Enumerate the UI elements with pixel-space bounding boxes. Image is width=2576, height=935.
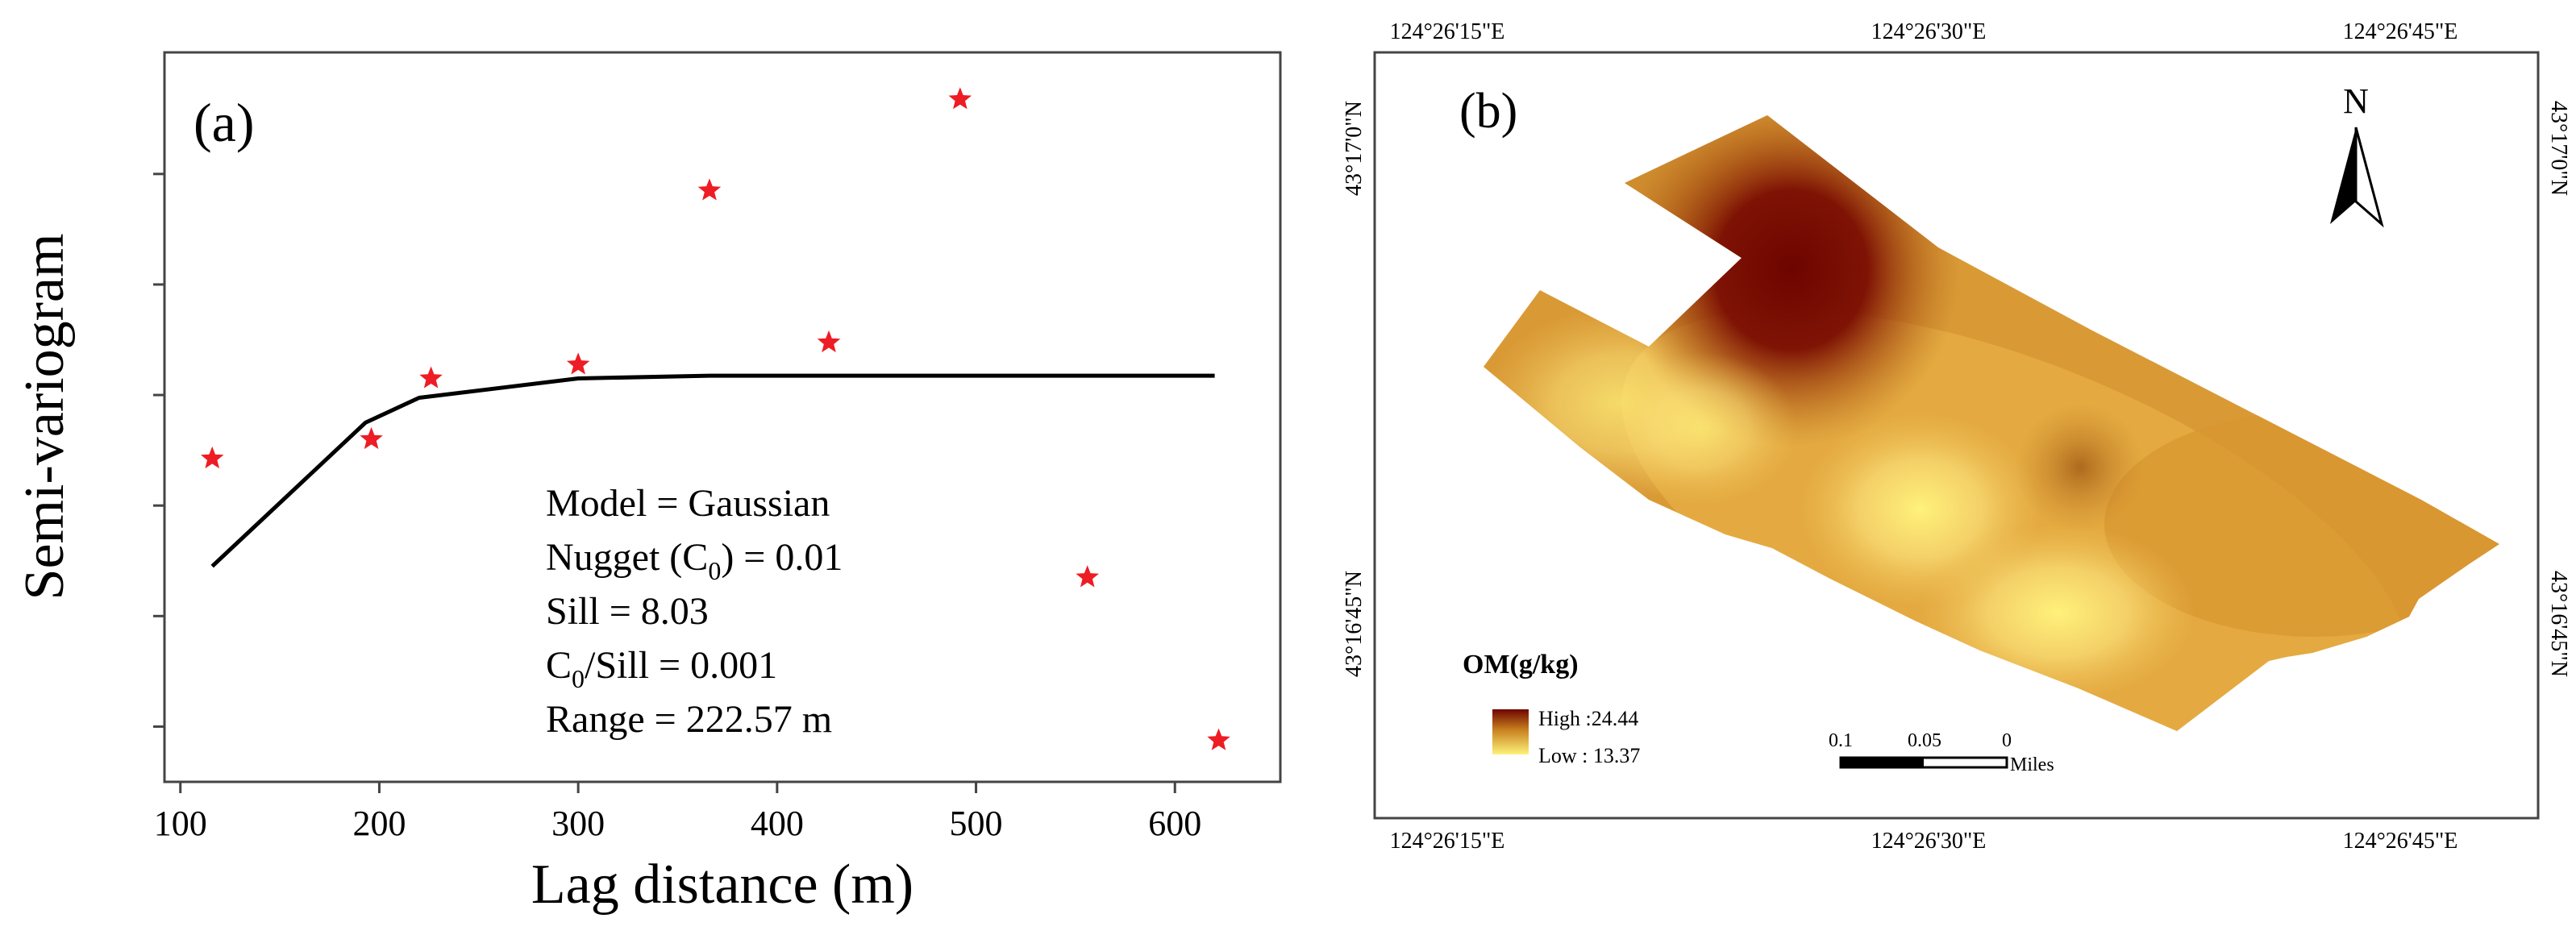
- x-tick-label-600: 600: [1148, 804, 1201, 843]
- data-point-8: [1076, 565, 1099, 588]
- north-label: N: [2343, 81, 2369, 121]
- top-coord-3: 124°26'45"E: [2343, 19, 2458, 44]
- scale-label-1: 0.1: [1829, 730, 1853, 751]
- gaussian-model-line: [210, 373, 1215, 568]
- legend-color-ramp: [1492, 709, 1529, 754]
- north-arrow-light-half: [2354, 127, 2384, 228]
- annotation-model: Model = Gaussian: [546, 482, 830, 525]
- bottom-coord-3: 124°26'45"E: [2343, 829, 2458, 854]
- scale-bar-fill: [1841, 758, 1924, 767]
- top-coord-2: 124°26'30"E: [1871, 19, 1987, 44]
- experimental-points: [200, 87, 1230, 750]
- bottom-coord-2: 124°26'30"E: [1871, 829, 1987, 854]
- data-point-1: [200, 446, 224, 469]
- data-point-6: [817, 330, 841, 353]
- model-parameters: Model = Gaussian Nugget (C0) = 0.01 Sill =…: [546, 482, 843, 741]
- x-tick-label-300: 300: [551, 804, 605, 843]
- data-point-3: [419, 366, 443, 389]
- plot-frame: [163, 51, 1282, 783]
- legend-title: OM(g/kg): [1463, 650, 1579, 679]
- left-coord-2: 43°16'45"N: [1342, 571, 1367, 677]
- data-point-4: [566, 352, 590, 375]
- legend-high: High :24.44: [1538, 707, 1638, 730]
- scale-label-3: 0: [2002, 730, 2012, 751]
- top-coord-1: 124°26'15"E: [1390, 19, 1505, 44]
- hotspot-mid: [2016, 403, 2145, 532]
- annotation-sill: Sill = 8.03: [546, 590, 709, 633]
- scale-bar: 0.1 0.05 0 Miles: [1829, 730, 2054, 775]
- data-point-2: [360, 426, 383, 450]
- y-axis-ticks: [153, 172, 164, 728]
- organic-matter-map-panel: (b) 124°26'15"E 124°26'30"E 124°26'45"E …: [1342, 19, 2571, 854]
- right-coord-1: 43°17'0"N: [2546, 101, 2571, 196]
- legend: OM(g/kg) High :24.44 Low : 13.37: [1463, 650, 1640, 767]
- bottom-coord-1: 124°26'15"E: [1390, 829, 1505, 854]
- x-tick-label-100: 100: [154, 804, 207, 843]
- annotation-ratio: C0/Sill = 0.001: [546, 644, 777, 693]
- north-arrow-icon: N: [2330, 81, 2384, 228]
- x-axis-ticks: 100 200 300 400 500 600: [154, 782, 1201, 843]
- scale-unit: Miles: [2010, 754, 2054, 775]
- annotation-nugget: Nugget (C0) = 0.01: [546, 536, 843, 585]
- panel-label-b: (b): [1459, 84, 1517, 139]
- x-tick-label-200: 200: [352, 804, 406, 843]
- data-point-7: [948, 87, 972, 110]
- x-axis-label: Lag distance (m): [531, 854, 913, 916]
- x-tick-label-500: 500: [950, 804, 1003, 843]
- data-point-5: [697, 178, 722, 201]
- legend-low: Low : 13.37: [1538, 744, 1640, 767]
- right-coord-2: 43°16'45"N: [2546, 571, 2571, 677]
- annotation-range: Range = 222.57 m: [546, 698, 832, 741]
- north-arrow-dark-half: [2330, 127, 2356, 224]
- x-tick-label-400: 400: [751, 804, 804, 843]
- hotspot-low-2: [1604, 352, 1798, 505]
- data-point-9: [1207, 728, 1230, 750]
- semivariogram-panel: 100 200 300 400 500 600 (a) Model = Gaussian N…: [14, 51, 1282, 916]
- panel-label-a: (a): [194, 92, 254, 153]
- y-axis-label: Semi-variogram: [14, 234, 76, 600]
- scale-label-2: 0.05: [1908, 730, 1941, 751]
- left-coord-1: 43°17'0"N: [1342, 101, 1367, 196]
